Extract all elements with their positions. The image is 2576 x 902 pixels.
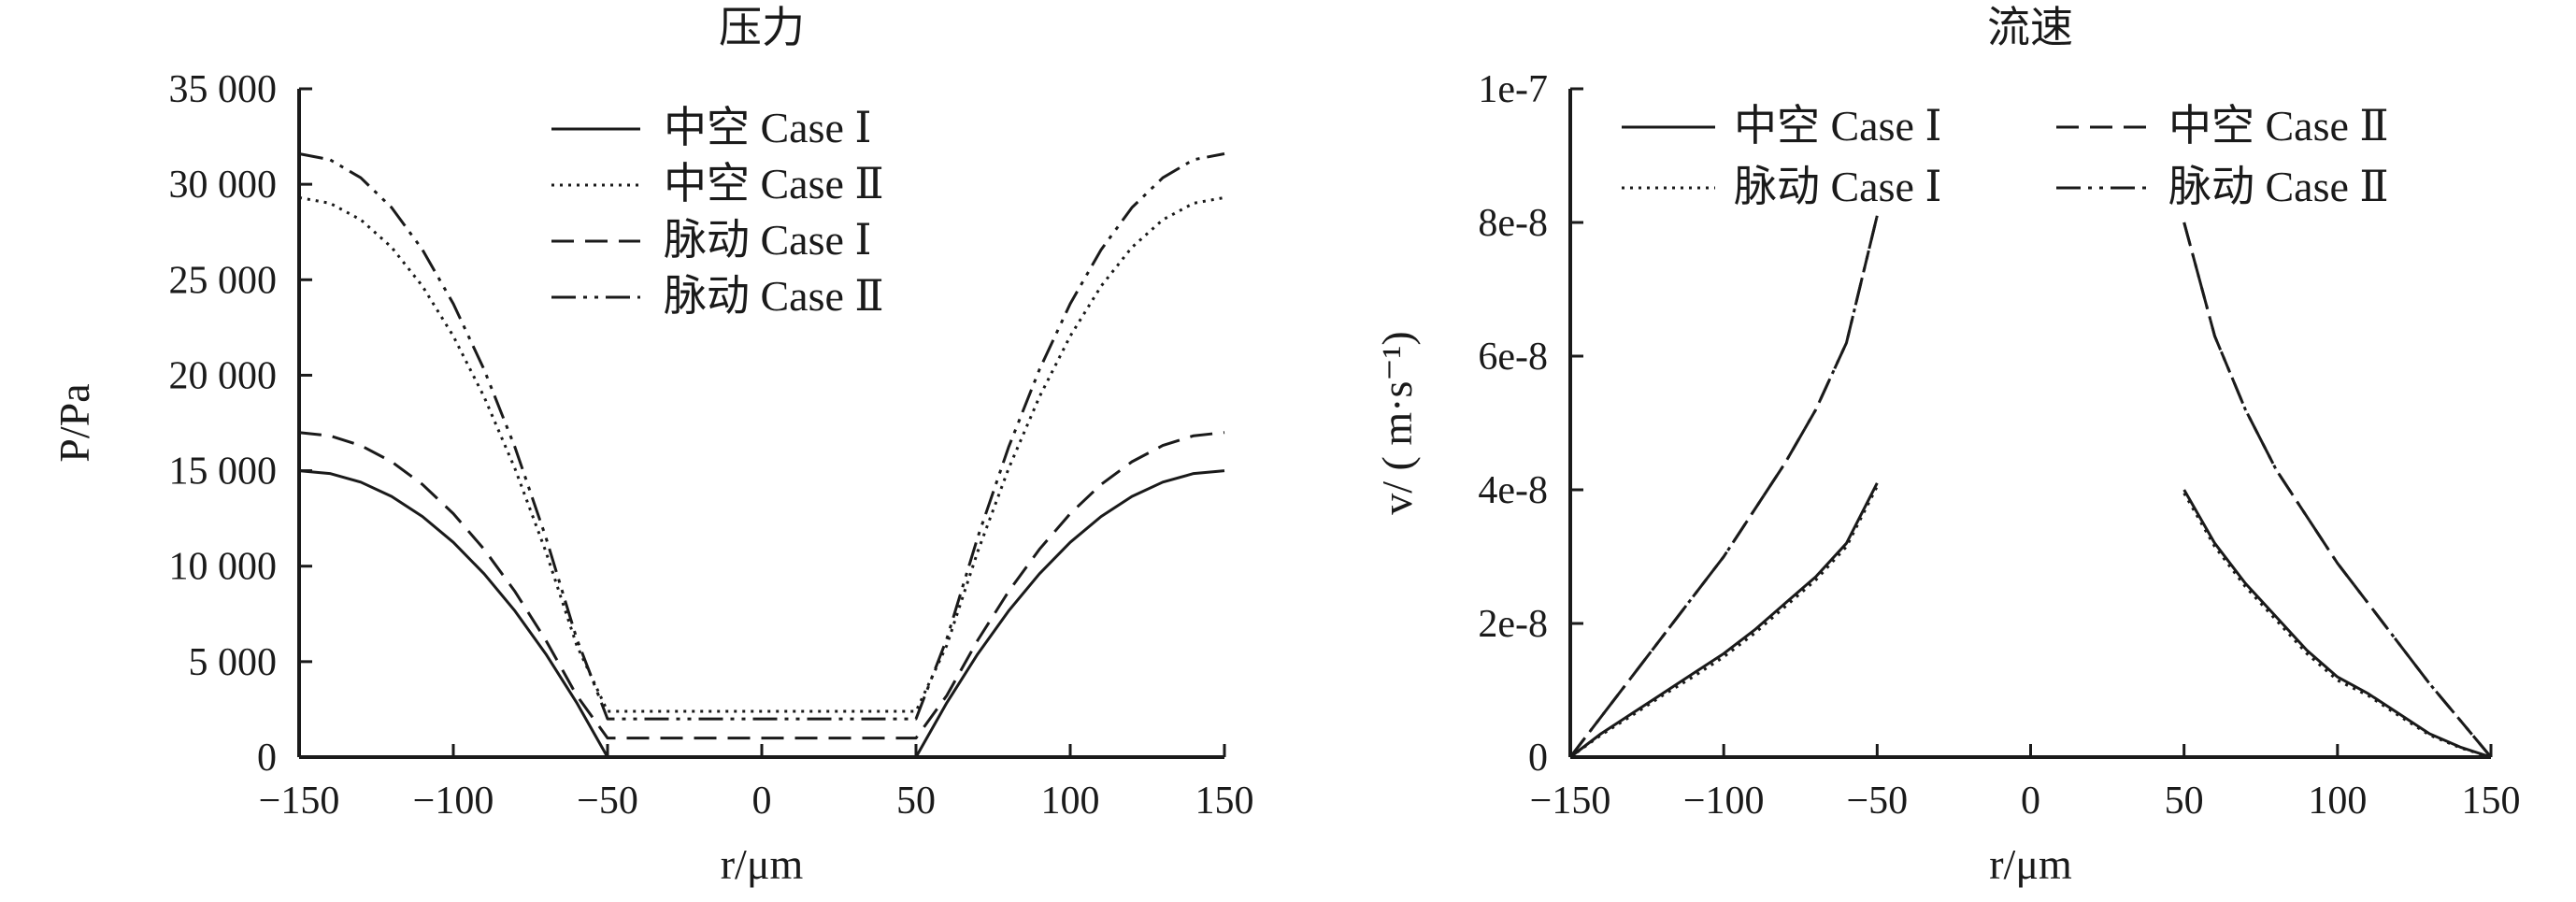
y-tick-label: 8e-8 — [1478, 202, 1548, 245]
y-tick-label: 4e-8 — [1478, 469, 1548, 512]
y-axis-label: P/Pa — [50, 383, 98, 462]
y-tick-label: 25 000 — [169, 259, 278, 302]
legend: 中空 Case Ⅰ 中空 Case Ⅱ 脉动 Case Ⅰ 脉动 Case Ⅱ — [551, 104, 884, 320]
y-axis-label: v/ ( m·s⁻¹) — [1373, 331, 1421, 515]
y-tick-label: 5 000 — [189, 641, 278, 684]
x-tick-label: −100 — [413, 780, 494, 823]
legend-label-2: 脉动 Case Ⅰ — [1734, 163, 1942, 210]
y-tick-label: 20 000 — [169, 354, 278, 397]
x-tick-label: 100 — [2308, 780, 2367, 823]
x-axis-label: r/μm — [1989, 840, 2072, 888]
y-tick-label: 2e-8 — [1478, 603, 1548, 646]
series-line-2 — [1569, 485, 2492, 759]
x-tick-label: 100 — [1041, 780, 1100, 823]
series-line-1 — [1568, 215, 2493, 758]
velocity-chart: 流速 −150 −100 −50 0 50 100 150 0 2e-8 4e-8 6e-8 8e-8 1… — [1373, 4, 2521, 888]
legend-label-0: 中空 Case Ⅰ — [1734, 102, 1942, 150]
x-tick-label: −150 — [259, 780, 340, 823]
x-tick-label: −150 — [1530, 780, 1611, 823]
legend-label-3: 脉动 Case Ⅱ — [2168, 163, 2389, 210]
y-tick-label: 6e-8 — [1478, 336, 1548, 379]
legend-label-2: 脉动 Case Ⅰ — [664, 216, 872, 264]
series-line-0 — [1569, 482, 2492, 759]
x-tick-label: −100 — [1683, 780, 1765, 823]
legend-label-0: 中空 Case Ⅰ — [664, 104, 872, 151]
x-tick-label: −50 — [577, 780, 638, 823]
x-tick-label: 150 — [2462, 780, 2521, 823]
series-line-3 — [298, 152, 1225, 721]
chart-title: 流速 — [1987, 4, 2073, 51]
legend: 中空 Case Ⅰ 中空 Case Ⅱ 脉动 Case Ⅰ 脉动 Case Ⅱ — [1622, 102, 2389, 210]
legend-label-1: 中空 Case Ⅱ — [2168, 102, 2389, 150]
y-tick-label: 0 — [1528, 737, 1548, 780]
x-tick-label: 0 — [752, 780, 772, 823]
y-tick-label: 35 000 — [169, 68, 278, 111]
legend-label-3: 脉动 Case Ⅱ — [664, 272, 884, 320]
x-tick-label: 50 — [896, 780, 936, 823]
series-line-0 — [298, 469, 1225, 759]
y-tick-label: 10 000 — [169, 546, 278, 589]
pressure-chart: 压力 −150 −100 −50 0 50 100 150 0 5 000 10 000 15 000… — [50, 4, 1254, 888]
legend-label-1: 中空 Case Ⅱ — [664, 160, 884, 208]
x-tick-label: 50 — [2165, 780, 2204, 823]
y-tick-label: 0 — [257, 737, 277, 780]
x-tick-label: −50 — [1846, 780, 1908, 823]
y-tick-label: 1e-7 — [1478, 68, 1548, 111]
series-line-3 — [1568, 215, 2493, 758]
y-tick-label: 30 000 — [169, 164, 278, 207]
x-tick-label: 150 — [1195, 780, 1254, 823]
x-tick-label: 0 — [2021, 780, 2040, 823]
y-tick-label: 15 000 — [169, 451, 278, 494]
x-axis-label: r/μm — [721, 840, 804, 888]
series-line-1 — [298, 195, 1225, 713]
series-line-2 — [298, 431, 1225, 740]
chart-title: 压力 — [719, 4, 805, 51]
